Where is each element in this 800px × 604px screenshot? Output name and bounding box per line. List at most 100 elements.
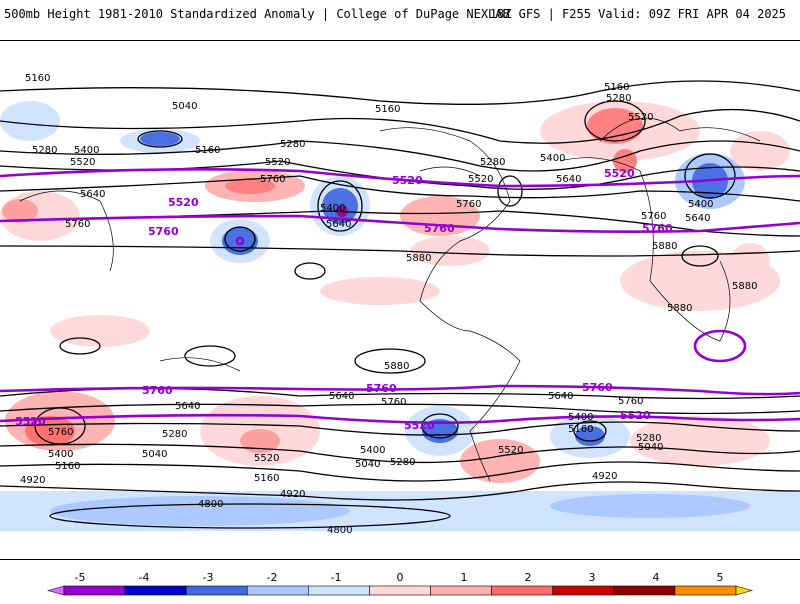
contour-label: 5760	[424, 222, 455, 235]
contour-labels-nh: 5160 5040 5280 5400 5520 5640 5760 5160 …	[25, 73, 757, 372]
contour-label: 5640	[329, 391, 354, 402]
contour-label: 5520	[254, 453, 279, 464]
contour-label: 5160	[25, 73, 50, 84]
colorbar-svg: -5 -4 -3 -2 -1 0 1 2 3 4 5	[46, 571, 754, 596]
contour-label: 5520	[498, 445, 523, 456]
contour-label: 4800	[198, 499, 223, 510]
contour-label: 5760	[642, 222, 673, 235]
contour-label: 5760	[582, 381, 613, 394]
contour-label: 5640	[548, 391, 573, 402]
contour-label: 5280	[32, 145, 57, 156]
colorbar-swatches	[46, 585, 754, 596]
contour-label: 5640	[175, 401, 200, 412]
contour-label: 5520	[620, 409, 651, 422]
contour-label: 5520	[265, 157, 290, 168]
contour-label: 5160	[195, 145, 220, 156]
colorbar-swatch	[308, 585, 370, 596]
contour-labels-sh: 5760 5640 5280 5400 5160 5040 4920 4800 …	[20, 391, 663, 536]
contour-label: 5400	[74, 145, 99, 156]
contour-label: 4920	[592, 471, 617, 482]
contour-label: 5280	[480, 157, 505, 168]
contour-label: 5760	[260, 174, 285, 185]
colorbar-swatch	[735, 585, 754, 596]
contour-label: 5520	[168, 196, 199, 209]
contour-label: 5640	[556, 174, 581, 185]
purple-contour-labels: 5520 5760 5520 5760 5520 5760 5760 5520 …	[15, 167, 673, 432]
height-contours-black-sh	[0, 387, 800, 529]
colorbar-tick: 3	[589, 571, 596, 584]
contour-label: 5280	[162, 429, 187, 440]
map-title: 500mb Height 1981-2010 Standardized Anom…	[4, 7, 510, 21]
contour-label: 5880	[652, 241, 677, 252]
contour-label: 5160	[604, 82, 629, 93]
contour-label: 5520	[604, 167, 635, 180]
colorbar-swatch	[369, 585, 431, 596]
colorbar-swatch	[63, 585, 126, 596]
contour-label: 5760	[142, 384, 173, 397]
colorbar-swatch	[46, 585, 65, 596]
contour-label: 5880	[384, 361, 409, 372]
contour-label: 5400	[48, 449, 73, 460]
colorbar-tick: -5	[75, 571, 86, 584]
contour-label: 5760	[148, 225, 179, 238]
contour-label: 5760	[618, 396, 643, 407]
contour-label: 5280	[390, 457, 415, 468]
colorbar-swatch	[613, 585, 676, 596]
anomaly-map: 5160 5040 5280 5400 5520 5640 5760 5160 …	[0, 40, 800, 560]
colorbar-tick: -3	[203, 571, 214, 584]
contour-label: 4800	[327, 525, 352, 536]
model-run-valid-time: 18Z GFS | F255 Valid: 09Z FRI APR 04 202…	[489, 7, 786, 21]
contour-label: 5640	[80, 189, 105, 200]
colorbar-tick: 2	[525, 571, 532, 584]
contour-label: 5400	[568, 412, 593, 423]
contour-label: 5880	[406, 253, 431, 264]
colorbar: -5 -4 -3 -2 -1 0 1 2 3 4 5	[0, 570, 800, 600]
contour-label: 5400	[688, 199, 713, 210]
colorbar-swatch	[674, 585, 737, 596]
contour-label: 5880	[732, 281, 757, 292]
contour-label: 5400	[320, 203, 345, 214]
contour-label: 5160	[375, 104, 400, 115]
contour-label: 5880	[667, 303, 692, 314]
colorbar-tick: -2	[267, 571, 278, 584]
colorbar-tick: -4	[139, 571, 150, 584]
contour-label: 5040	[355, 459, 380, 470]
contour-label: 5760	[641, 211, 666, 222]
height-contours-purple	[0, 168, 800, 424]
contour-label: 5280	[636, 433, 661, 444]
contour-label: 5760	[366, 382, 397, 395]
contour-label: 5160	[254, 473, 279, 484]
contour-label: 5520	[404, 419, 435, 432]
contour-label: 5520	[70, 157, 95, 168]
colorbar-ticks: -5 -4 -3 -2 -1 0 1 2 3 4 5	[75, 571, 724, 584]
contour-label: 5280	[606, 93, 631, 104]
colorbar-swatch	[552, 585, 615, 596]
contour-label: 4920	[20, 475, 45, 486]
colorbar-swatch	[491, 585, 554, 596]
contour-label: 5160	[55, 461, 80, 472]
contour-label: 5160	[568, 424, 593, 435]
contour-label: 5520	[628, 112, 653, 123]
contour-label: 4920	[280, 489, 305, 500]
contour-label: 5520	[15, 415, 46, 428]
colorbar-tick: 4	[653, 571, 660, 584]
contour-label: 5400	[540, 153, 565, 164]
contour-label: 5640	[685, 213, 710, 224]
contour-label: 5760	[381, 397, 406, 408]
contour-label: 5040	[638, 442, 663, 453]
colorbar-swatch	[246, 585, 309, 596]
contour-label: 5040	[172, 101, 197, 112]
contour-label: 5760	[48, 427, 73, 438]
colorbar-tick: 0	[397, 571, 404, 584]
contour-label: 5520	[392, 174, 423, 187]
contour-label: 5760	[456, 199, 481, 210]
header-bar: 500mb Height 1981-2010 Standardized Anom…	[0, 0, 800, 28]
contour-label: 5640	[326, 219, 351, 230]
map-canvas: 5160 5040 5280 5400 5520 5640 5760 5160 …	[0, 41, 800, 559]
colorbar-swatch	[124, 585, 187, 596]
colorbar-swatch	[185, 585, 248, 596]
contour-label: 5400	[360, 445, 385, 456]
contour-label: 5040	[142, 449, 167, 460]
coastlines	[19, 117, 761, 482]
contour-label: 5520	[468, 174, 493, 185]
